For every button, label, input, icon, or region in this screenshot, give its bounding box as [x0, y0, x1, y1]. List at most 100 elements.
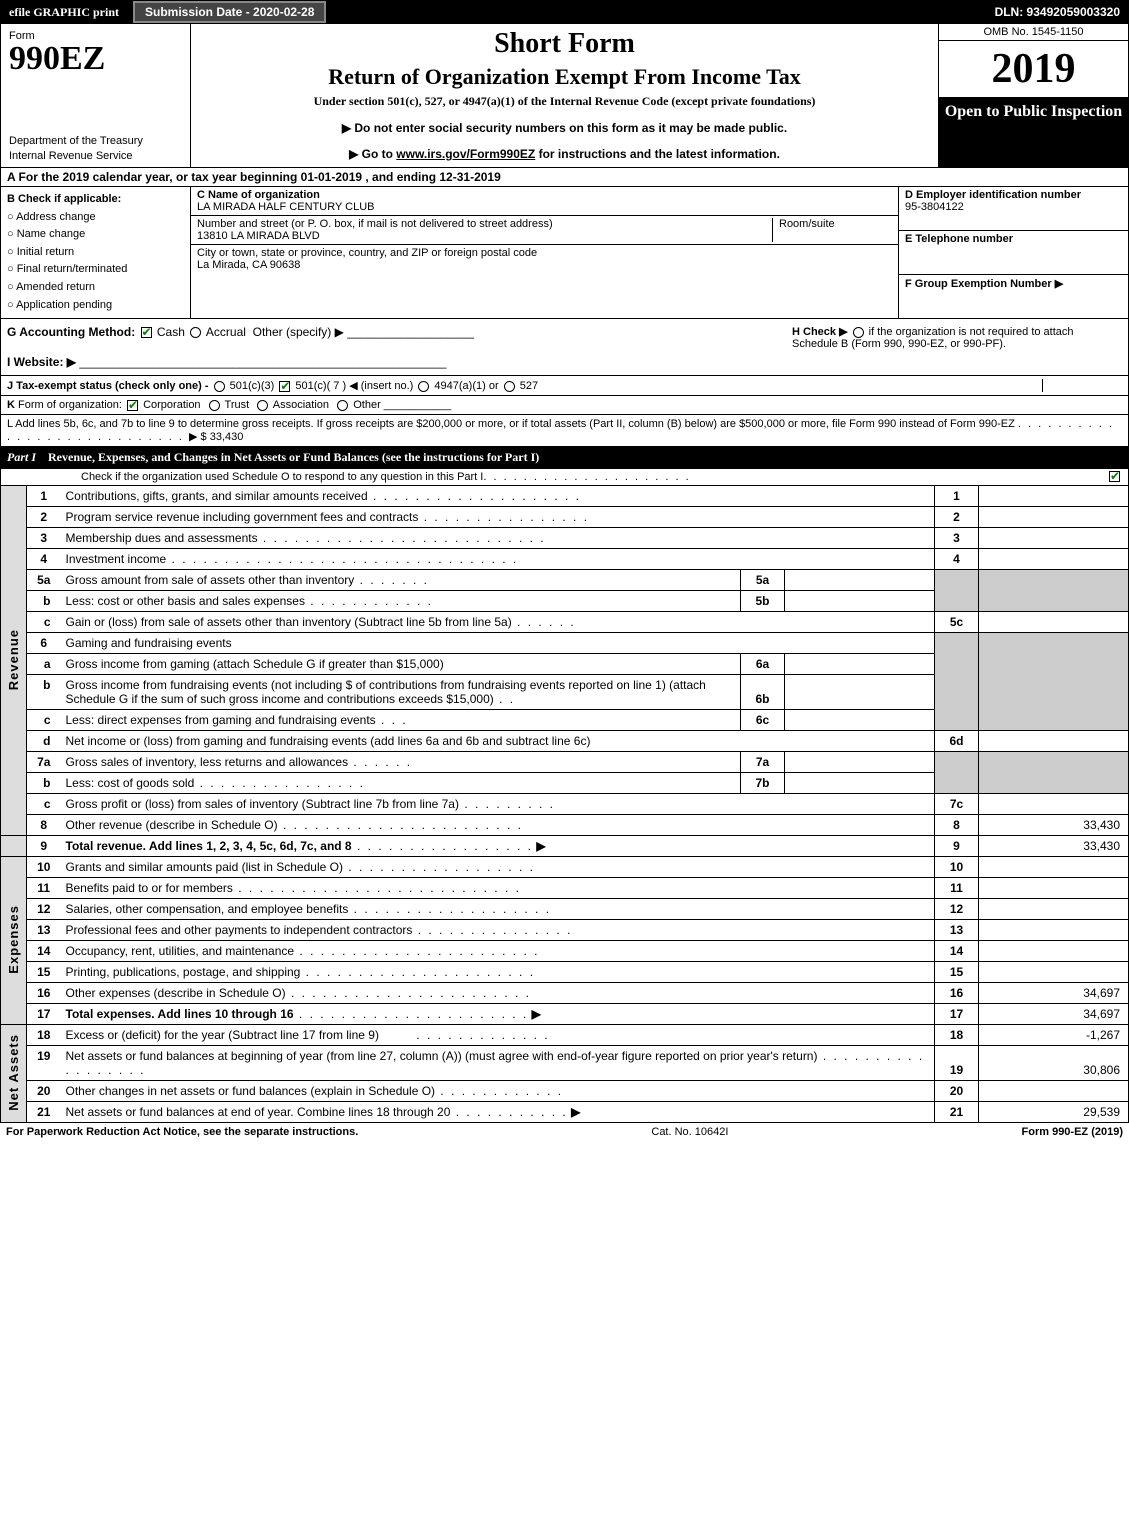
line-15: 15 Printing, publications, postage, and …	[1, 962, 1129, 983]
l4-n: 4	[27, 549, 61, 570]
submission-date-button[interactable]: Submission Date - 2020-02-28	[133, 1, 326, 23]
l16-ln: 16	[935, 983, 979, 1004]
side-revenue: Revenue	[1, 486, 27, 836]
org-name: LA MIRADA HALF CENTURY CLUB	[197, 201, 374, 213]
line-17: 17 Total expenses. Add lines 10 through …	[1, 1004, 1129, 1025]
line-6d: d Net income or (loss) from gaming and f…	[1, 731, 1129, 752]
line-7c: c Gross profit or (loss) from sales of i…	[1, 794, 1129, 815]
l14-v	[979, 941, 1129, 962]
lbl-cash: Cash	[157, 325, 185, 339]
l6-gray-ln	[935, 633, 979, 731]
part-i-sub-text: Check if the organization used Schedule …	[81, 471, 483, 483]
footer-left: For Paperwork Reduction Act Notice, see …	[6, 1126, 358, 1138]
top-bar: efile GRAPHIC print Submission Date - 20…	[0, 0, 1129, 24]
l13-n: 13	[27, 920, 61, 941]
l5a-val	[785, 570, 935, 591]
box-def: D Employer identification number 95-3804…	[898, 187, 1128, 318]
l6d-v	[979, 731, 1129, 752]
chk-final-return[interactable]: Final return/terminated	[7, 261, 184, 279]
l6b-val	[785, 675, 935, 710]
row-k: K Form of organization: Corporation Trus…	[0, 396, 1129, 415]
header-center: Short Form Return of Organization Exempt…	[191, 24, 938, 167]
l6a-in: 6a	[741, 654, 785, 675]
l16-d: Other expenses (describe in Schedule O)	[66, 986, 286, 1000]
open-to-public: Open to Public Inspection	[939, 97, 1128, 167]
box-c: C Name of organization LA MIRADA HALF CE…	[191, 187, 898, 318]
chk-assoc[interactable]	[257, 400, 268, 411]
l21-n: 21	[27, 1102, 61, 1123]
l3-ln: 3	[935, 528, 979, 549]
l8-ln: 8	[935, 815, 979, 836]
chk-initial-return[interactable]: Initial return	[7, 244, 184, 262]
lbl-527: 527	[520, 380, 538, 392]
box-e: E Telephone number	[899, 231, 1128, 275]
box-f: F Group Exemption Number ▶	[899, 275, 1128, 318]
l12-v	[979, 899, 1129, 920]
l1-d: Contributions, gifts, grants, and simila…	[66, 489, 368, 503]
line-16: 16 Other expenses (describe in Schedule …	[1, 983, 1129, 1004]
l19-v: 30,806	[979, 1046, 1129, 1081]
l6a-n: a	[27, 654, 61, 675]
irs-link[interactable]: www.irs.gov/Form990EZ	[396, 147, 535, 161]
chk-address-change[interactable]: Address change	[7, 209, 184, 227]
part-i-sub: Check if the organization used Schedule …	[0, 469, 1129, 486]
l20-n: 20	[27, 1081, 61, 1102]
l4-d: Investment income	[66, 552, 167, 566]
l2-v	[979, 507, 1129, 528]
part-i-header: Part I Revenue, Expenses, and Changes in…	[0, 447, 1129, 469]
row-address: Number and street (or P. O. box, if mail…	[191, 216, 898, 245]
form-header: Form 990EZ Department of the Treasury In…	[0, 24, 1129, 168]
l15-n: 15	[27, 962, 61, 983]
side-rev-end	[1, 836, 27, 857]
chk-h[interactable]	[853, 327, 864, 338]
chk-cash[interactable]	[141, 327, 152, 338]
l6c-d: Less: direct expenses from gaming and fu…	[66, 713, 376, 727]
chk-4947[interactable]	[418, 381, 429, 392]
c-label: C Name of organization	[197, 189, 320, 201]
chk-application-pending[interactable]: Application pending	[7, 297, 184, 315]
l9-d: Total revenue. Add lines 1, 2, 3, 4, 5c,…	[66, 839, 352, 853]
goto-post: for instructions and the latest informat…	[535, 147, 780, 161]
l-text: L Add lines 5b, 6c, and 7b to line 9 to …	[7, 418, 1015, 430]
chk-corp[interactable]	[127, 400, 138, 411]
d-label: D Employer identification number	[905, 189, 1081, 201]
l9-ln: 9	[935, 836, 979, 857]
dept-line2: Internal Revenue Service	[9, 149, 182, 163]
l18-ln: 18	[935, 1025, 979, 1046]
title-return: Return of Organization Exempt From Incom…	[199, 64, 930, 90]
l11-v	[979, 878, 1129, 899]
l6c-n: c	[27, 710, 61, 731]
row-j: J Tax-exempt status (check only one) - 5…	[0, 376, 1129, 396]
page-footer: For Paperwork Reduction Act Notice, see …	[0, 1123, 1129, 1141]
l7c-ln: 7c	[935, 794, 979, 815]
line-4: 4 Investment income . . . . . . . . . . …	[1, 549, 1129, 570]
chk-trust[interactable]	[209, 400, 220, 411]
l12-d: Salaries, other compensation, and employ…	[66, 902, 349, 916]
chk-schedule-o[interactable]	[1109, 471, 1120, 482]
chk-amended-return[interactable]: Amended return	[7, 279, 184, 297]
line-1: Revenue 1 Contributions, gifts, grants, …	[1, 486, 1129, 507]
part-i-table: Revenue 1 Contributions, gifts, grants, …	[0, 486, 1129, 1123]
line-19: 19 Net assets or fund balances at beginn…	[1, 1046, 1129, 1081]
l5ab-gray-v	[979, 570, 1129, 612]
e-label: E Telephone number	[905, 233, 1013, 245]
l3-d: Membership dues and assessments	[66, 531, 258, 545]
lbl-accrual: Accrual	[206, 325, 246, 339]
efile-label[interactable]: efile GRAPHIC print	[1, 3, 127, 22]
addr-label: Number and street (or P. O. box, if mail…	[197, 218, 553, 230]
chk-501c3[interactable]	[214, 381, 225, 392]
l7a-in: 7a	[741, 752, 785, 773]
l21-ln: 21	[935, 1102, 979, 1123]
l6a-val	[785, 654, 935, 675]
chk-501c[interactable]	[279, 381, 290, 392]
l10-v	[979, 857, 1129, 878]
chk-527[interactable]	[504, 381, 515, 392]
chk-name-change[interactable]: Name change	[7, 226, 184, 244]
city-label: City or town, state or province, country…	[197, 247, 537, 259]
l5a-n: 5a	[27, 570, 61, 591]
chk-accrual[interactable]	[190, 327, 201, 338]
l4-ln: 4	[935, 549, 979, 570]
chk-other-org[interactable]	[337, 400, 348, 411]
l6b-in: 6b	[741, 675, 785, 710]
l6d-ln: 6d	[935, 731, 979, 752]
